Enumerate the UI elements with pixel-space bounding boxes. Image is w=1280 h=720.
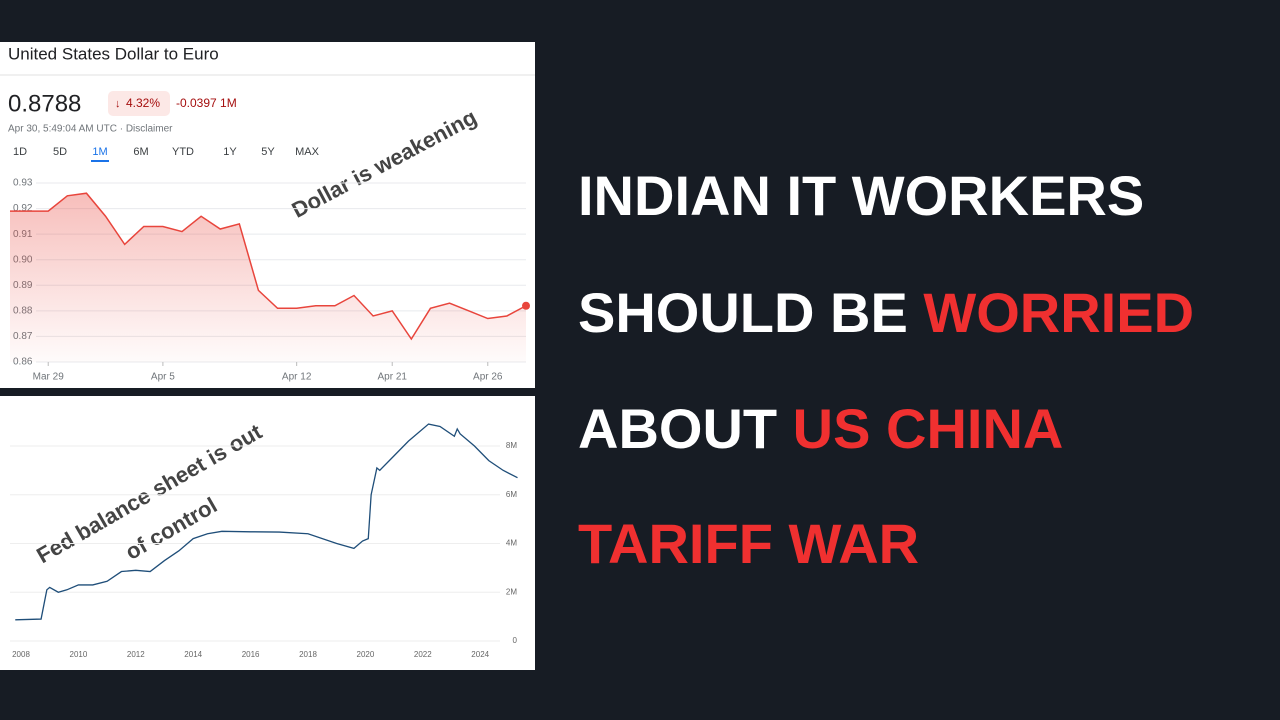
y-tick-label: 0	[513, 636, 518, 645]
y-tick-label: 8M	[506, 441, 517, 450]
headline-segment: WORRIED	[923, 281, 1194, 344]
x-tick-label: 2018	[299, 650, 317, 659]
x-tick-label: Apr 26	[473, 372, 503, 383]
range-button[interactable]: MAX	[295, 146, 320, 158]
x-tick-label: 2022	[414, 650, 432, 659]
headline-segment: INDIAN IT WORKERS	[578, 164, 1144, 227]
x-tick-label: 2012	[127, 650, 145, 659]
range-button[interactable]: 1Y	[223, 146, 237, 158]
headline-segment: US CHINA	[793, 397, 1064, 460]
y-tick-label: 6M	[506, 490, 517, 499]
down-arrow: ↓	[115, 98, 121, 110]
x-tick-label: Apr 5	[151, 372, 175, 383]
price: 0.8788	[8, 90, 81, 117]
x-tick-label: 2016	[242, 650, 260, 659]
headline-segment: ABOUT	[578, 397, 793, 460]
fx-title: United States Dollar to Euro	[8, 44, 219, 63]
x-tick-label: 2020	[357, 650, 375, 659]
x-tick-label: 2014	[184, 650, 202, 659]
y-tick-label: 0.92	[13, 203, 33, 214]
x-tick-label: Apr 12	[282, 372, 312, 383]
x-tick-label: 2024	[471, 650, 489, 659]
y-tick-label: 2M	[506, 587, 517, 596]
range-button[interactable]: YTD	[172, 146, 194, 158]
fed-panel	[0, 396, 535, 670]
y-tick-label: 0.86	[13, 357, 33, 368]
change-percent: 4.32%	[126, 96, 160, 110]
range-button[interactable]: 1M	[92, 146, 107, 158]
line	[10, 192, 527, 341]
headline-line: INDIAN IT WORKERS	[578, 164, 1144, 227]
line	[15, 423, 518, 621]
change-badge	[108, 91, 170, 116]
headline-segment: TARIFF WAR	[578, 512, 919, 575]
y-tick-label: 0.93	[13, 178, 33, 189]
change-abs: -0.0397 1M	[176, 96, 237, 110]
range-button[interactable]: 1D	[13, 146, 27, 158]
headline-segment: SHOULD BE	[578, 281, 923, 344]
end-dot	[522, 301, 530, 310]
headline-line: SHOULD BE WORRIED	[578, 281, 1194, 344]
y-tick-label: 4M	[506, 539, 517, 548]
range-button[interactable]: 6M	[133, 146, 148, 158]
x-tick-label: Mar 29	[33, 372, 65, 383]
x-tick-label: 2010	[70, 650, 88, 659]
range-button[interactable]: 5Y	[261, 146, 275, 158]
range-button[interactable]: 5D	[53, 146, 67, 158]
x-tick-label: Apr 21	[377, 372, 407, 383]
area	[10, 193, 526, 362]
timestamp: Apr 30, 5:49:04 AM UTC · Disclaimer	[8, 124, 173, 135]
headline-line: TARIFF WAR	[578, 512, 919, 575]
x-tick-label: 2008	[12, 650, 30, 659]
headline-line: ABOUT US CHINA	[578, 397, 1063, 460]
